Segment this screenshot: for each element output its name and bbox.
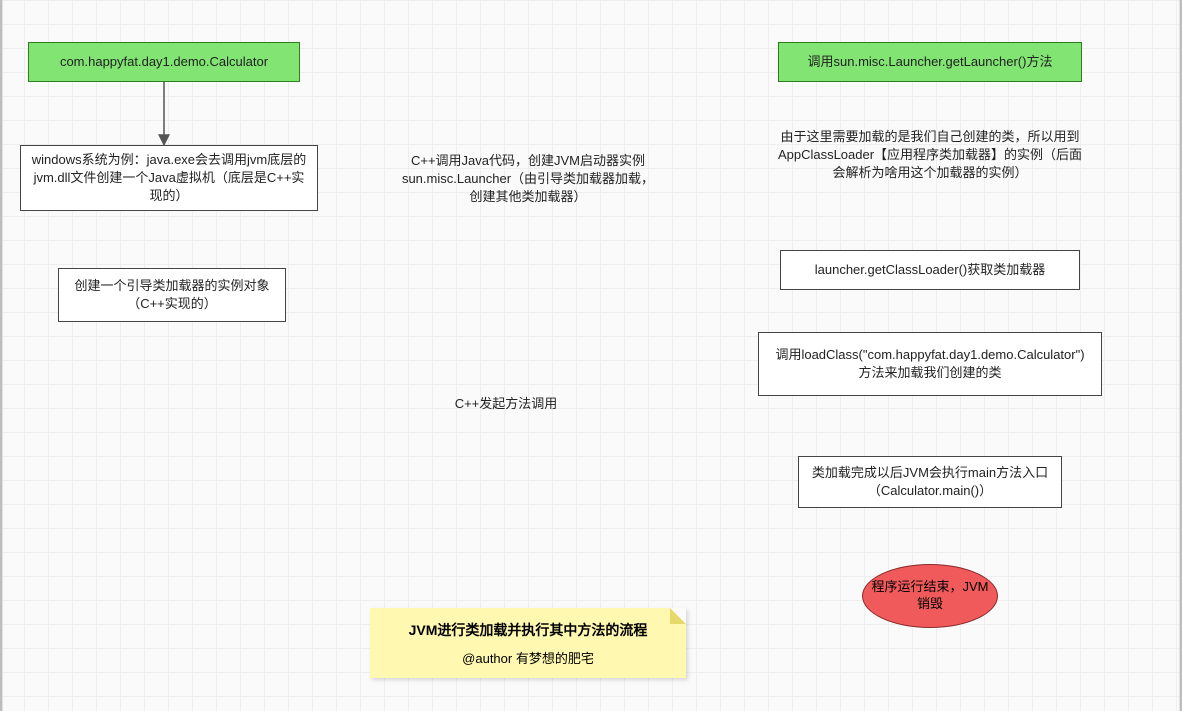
node-text: 调用loadClass("com.happyfat.day1.demo.Calc… (769, 346, 1091, 382)
node-bootstrap-loader: 创建一个引导类加载器的实例对象（C++实现的） (58, 268, 286, 322)
node-calculator-class: com.happyfat.day1.demo.Calculator (28, 42, 300, 82)
note-fold-icon (670, 608, 686, 624)
node-getclassloader: launcher.getClassLoader()获取类加载器 (780, 250, 1080, 290)
label-text: C++调用Java代码，创建JVM启动器实例sun.misc.Launcher（… (402, 153, 654, 204)
page-left-border (0, 0, 2, 711)
node-jvm-dll: windows系统为例：java.exe会去调用jvm底层的jvm.dll文件创… (20, 145, 318, 211)
note-title: JVM进行类加载并执行其中方法的流程 (388, 620, 668, 640)
node-text: 创建一个引导类加载器的实例对象（C++实现的） (69, 277, 275, 313)
node-text: windows系统为例：java.exe会去调用jvm底层的jvm.dll文件创… (31, 151, 307, 206)
node-jvm-destroy: 程序运行结束，JVM销毁 (862, 564, 998, 628)
node-text: 类加载完成以后JVM会执行main方法入口（Calculator.main()） (809, 464, 1051, 500)
label-text: 由于这里需要加载的是我们自己创建的类，所以用到AppClassLoader【应用… (778, 129, 1082, 180)
node-text: launcher.getClassLoader()获取类加载器 (815, 261, 1045, 279)
edge-label-appclassloader: 由于这里需要加载的是我们自己创建的类，所以用到AppClassLoader【应用… (776, 128, 1084, 183)
node-text: 调用sun.misc.Launcher.getLauncher()方法 (808, 53, 1053, 71)
note-author: @author 有梦想的肥宅 (388, 648, 668, 667)
edge-label-cpp-invoke-java: C++调用Java代码，创建JVM启动器实例sun.misc.Launcher（… (398, 152, 658, 207)
node-main-entry: 类加载完成以后JVM会执行main方法入口（Calculator.main()） (798, 456, 1062, 508)
edge-label-cpp-method-call: C++发起方法调用 (436, 395, 576, 413)
label-text: C++发起方法调用 (455, 396, 558, 411)
node-loadclass: 调用loadClass("com.happyfat.day1.demo.Calc… (758, 332, 1102, 396)
node-text: com.happyfat.day1.demo.Calculator (60, 53, 268, 71)
ellipse-text: 程序运行结束，JVM销毁 (869, 579, 991, 613)
sticky-note: JVM进行类加载并执行其中方法的流程 @author 有梦想的肥宅 (370, 608, 686, 678)
node-getlauncher: 调用sun.misc.Launcher.getLauncher()方法 (778, 42, 1082, 82)
